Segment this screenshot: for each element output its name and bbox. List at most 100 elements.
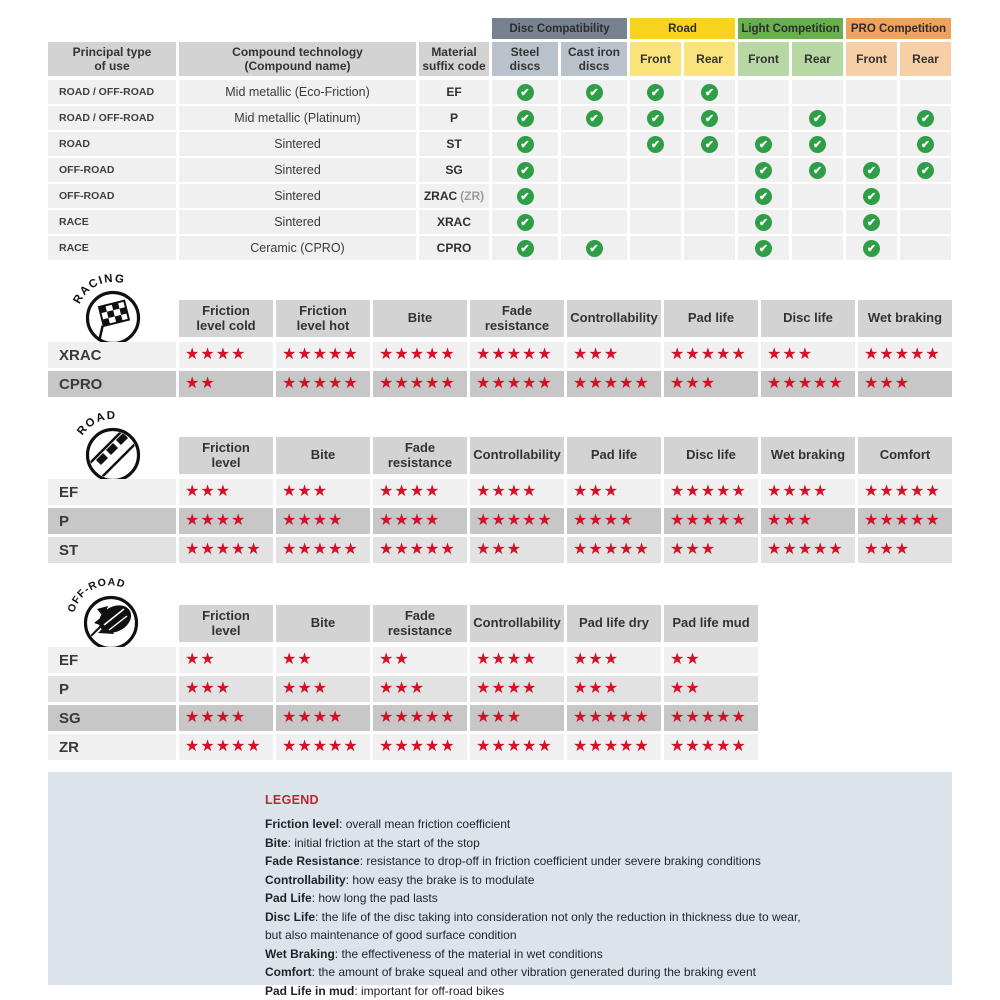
check-icon: ✔ <box>516 161 534 179</box>
check-icon: ✔ <box>701 109 718 127</box>
column-header: Cast iron discs <box>561 42 627 76</box>
column-header: Compound technology (Compound name) <box>179 42 416 76</box>
star-rating: ★★★★★ <box>567 371 661 397</box>
check-cell: ✔ <box>792 132 843 156</box>
check-cell: ✔ <box>492 184 558 208</box>
offroad-mud-icon: OFF-ROAD <box>66 576 139 651</box>
rating-column-header: Bite <box>276 605 370 642</box>
star-rating: ★★★★★ <box>761 371 855 397</box>
star-rating: ★★★★★ <box>373 734 467 760</box>
check-cell: ✔ <box>900 106 951 130</box>
check-icon: ✔ <box>516 83 534 101</box>
check-cell: ✔ <box>792 106 843 130</box>
check-cell <box>561 158 627 182</box>
compound-label: ZR <box>48 734 176 760</box>
rating-column-header: Disc life <box>761 300 855 337</box>
use-cell: RACE <box>48 236 176 260</box>
star-rating: ★★★★ <box>179 705 273 731</box>
star-rating: ★★★★★ <box>858 508 952 534</box>
star-rating: ★★★★★ <box>470 371 564 397</box>
tech-cell: Sintered <box>179 210 416 234</box>
compound-label: CPRO <box>48 371 176 397</box>
legend-entry: Wet Braking: the effectiveness of the ma… <box>265 946 603 961</box>
tech-cell: Mid metallic (Platinum) <box>179 106 416 130</box>
check-cell: ✔ <box>738 236 789 260</box>
rating-row: P ★★★ ★★★ ★★★ ★★★★ ★★★ ★★ <box>48 676 758 702</box>
rating-row: EF ★★ ★★ ★★ ★★★★ ★★★ ★★ <box>48 647 758 673</box>
check-cell <box>630 184 681 208</box>
check-icon: ✔ <box>863 187 880 205</box>
rating-column-header: Comfort <box>858 437 952 474</box>
check-cell <box>684 236 735 260</box>
compat-row: OFF-ROAD Sintered SG ✔ ✔ ✔ ✔ ✔ <box>48 158 951 182</box>
column-header: Rear <box>684 42 735 76</box>
rating-column-header: Wet braking <box>761 437 855 474</box>
racing-flag-icon: RACING <box>71 273 141 346</box>
check-icon: ✔ <box>863 213 880 231</box>
star-rating: ★★★★ <box>179 342 273 368</box>
check-icon: ✔ <box>516 135 534 153</box>
legend-panel: LEGEND Friction level: overall mean fric… <box>48 772 952 998</box>
rating-column-header: Wet braking <box>858 300 952 337</box>
star-rating: ★★★★ <box>470 647 564 673</box>
check-cell: ✔ <box>561 80 627 104</box>
use-cell: ROAD <box>48 132 176 156</box>
compound-label: P <box>48 676 176 702</box>
rating-row: SG ★★★★ ★★★★ ★★★★★ ★★★ ★★★★★ ★★★★★ <box>48 705 758 731</box>
check-icon: ✔ <box>647 83 664 101</box>
legend-entry: Bite: initial friction at the start of t… <box>265 835 480 850</box>
check-cell <box>738 80 789 104</box>
check-cell <box>792 236 843 260</box>
star-rating: ★★★★★ <box>179 537 273 563</box>
star-rating: ★★★ <box>470 705 564 731</box>
tech-cell: Ceramic (CPRO) <box>179 236 416 260</box>
use-cell: ROAD / OFF-ROAD <box>48 80 176 104</box>
rating-column-header: Controllability <box>470 437 564 474</box>
star-rating: ★★★★★ <box>664 508 758 534</box>
code-cell: SG <box>419 158 489 182</box>
star-rating: ★★ <box>373 647 467 673</box>
code-cell: ST <box>419 132 489 156</box>
star-rating: ★★★ <box>373 676 467 702</box>
star-rating: ★★★★★ <box>470 342 564 368</box>
star-rating: ★★★★★ <box>276 734 370 760</box>
check-cell: ✔ <box>738 132 789 156</box>
code-cell: CPRO <box>419 236 489 260</box>
star-rating: ★★★ <box>470 537 564 563</box>
star-rating: ★★★★★ <box>470 508 564 534</box>
check-cell <box>846 132 897 156</box>
star-rating: ★★ <box>276 647 370 673</box>
compat-row: ROAD / OFF-ROAD Mid metallic (Eco-Frictio… <box>48 80 951 104</box>
star-rating: ★★★ <box>858 371 952 397</box>
star-rating: ★★★★ <box>567 508 661 534</box>
check-cell <box>900 80 951 104</box>
rating-column-header: Bite <box>373 300 467 337</box>
check-icon: ✔ <box>755 213 772 231</box>
compat-row: ROAD Sintered ST ✔ ✔ ✔ ✔ ✔ ✔ <box>48 132 951 156</box>
road-tyre-icon: ROAD <box>75 410 141 483</box>
check-cell: ✔ <box>561 236 627 260</box>
star-rating: ★★★★★ <box>276 342 370 368</box>
check-icon: ✔ <box>755 187 772 205</box>
check-icon: ✔ <box>516 109 534 127</box>
check-cell: ✔ <box>684 132 735 156</box>
spacer <box>48 18 489 39</box>
star-rating: ★★★★★ <box>276 371 370 397</box>
check-cell <box>630 158 681 182</box>
code-cell: XRAC <box>419 210 489 234</box>
check-cell: ✔ <box>630 106 681 130</box>
check-cell: ✔ <box>492 132 558 156</box>
check-icon: ✔ <box>701 83 718 101</box>
compound-label: P <box>48 508 176 534</box>
check-cell: ✔ <box>846 236 897 260</box>
check-cell: ✔ <box>561 106 627 130</box>
star-rating: ★★★ <box>567 676 661 702</box>
check-icon: ✔ <box>755 135 772 153</box>
compat-row: ROAD / OFF-ROAD Mid metallic (Platinum) P ✔… <box>48 106 951 130</box>
legend-entry: Fade Resistance: resistance to drop-off … <box>265 854 761 868</box>
check-cell: ✔ <box>846 210 897 234</box>
check-cell <box>738 106 789 130</box>
group-header: PRO Competition <box>846 18 951 39</box>
tech-cell: Sintered <box>179 132 416 156</box>
